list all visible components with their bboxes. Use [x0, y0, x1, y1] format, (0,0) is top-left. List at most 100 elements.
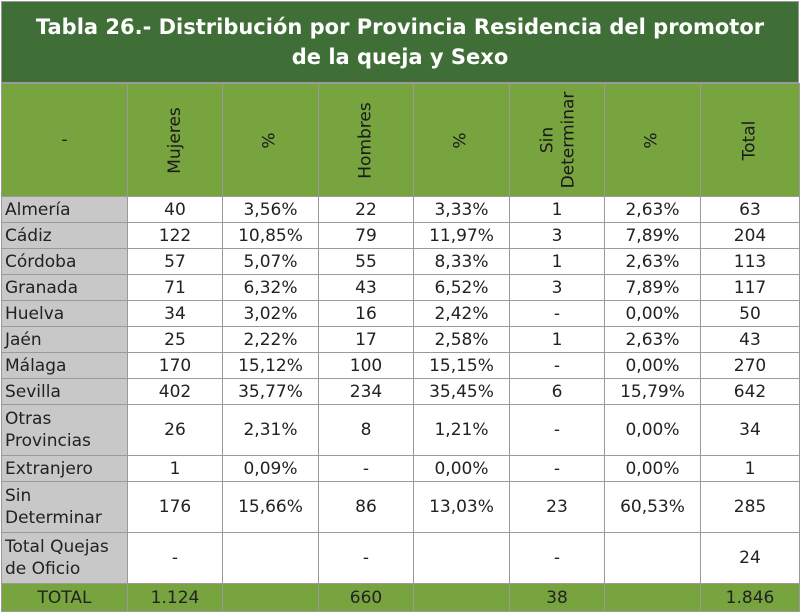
header-label: Hombres	[355, 101, 376, 179]
table-cell: 60,53%	[604, 481, 701, 533]
table-cell: 0,00%	[604, 455, 701, 482]
table-cell: 43	[318, 274, 414, 301]
table-cell: -	[318, 532, 414, 584]
table-cell: 15,79%	[604, 378, 701, 405]
header-province: -	[1, 83, 128, 197]
table-row: Cádiz 122 10,85% 79 11,97% 3 7,89% 204	[1, 222, 800, 249]
total-cell: 1.124	[127, 583, 223, 612]
total-cell: 38	[509, 583, 605, 612]
row-province-label: Jaén	[1, 326, 128, 353]
table-cell: 15,15%	[413, 352, 510, 379]
table-cell: 122	[127, 222, 223, 249]
total-row: TOTAL 1.124 660 38 1.846	[1, 583, 800, 612]
table-row: Total Quejas de Oficio - - -24	[1, 532, 800, 584]
table-title: Tabla 26.- Distribución por Provincia Re…	[1, 1, 799, 83]
header-sin-determinar-pct: %	[604, 83, 701, 197]
table-row: Sevilla 402 35,77% 234 35,45% 6 15,79% 642	[1, 378, 800, 405]
table-cell: 35,77%	[222, 378, 319, 405]
header-mujeres: Mujeres	[127, 83, 223, 197]
header-label: %	[451, 131, 471, 149]
table-cell: -	[318, 455, 414, 482]
table-cell: 0,00%	[604, 352, 701, 379]
row-province-label: Otras Provincias	[1, 404, 128, 456]
table-cell: 0,00%	[604, 300, 701, 327]
table-cell: 79	[318, 222, 414, 249]
table-cell: 6,32%	[222, 274, 319, 301]
table-cell: 15,66%	[222, 481, 319, 533]
table-cell: -	[127, 532, 223, 584]
table-cell: 26	[127, 404, 223, 456]
table-cell: 170	[127, 352, 223, 379]
table-cell	[604, 532, 701, 584]
total-label: TOTAL	[1, 583, 128, 612]
header-mujeres-pct: %	[222, 83, 319, 197]
table-cell: 25	[127, 326, 223, 353]
table-cell: 5,07%	[222, 248, 319, 275]
total-cell	[222, 583, 319, 612]
data-table: - Mujeres % Hombres % Sin Determinar % T…	[1, 83, 800, 612]
table-row: Córdoba 57 5,07% 55 8,33% 1 2,63% 113	[1, 248, 800, 275]
header-row: - Mujeres % Hombres % Sin Determinar % T…	[1, 83, 800, 197]
table-cell: 113	[700, 248, 800, 275]
table-row: Sin Determinar 176 15,66% 86 13,03% 23 60,53% 2…	[1, 481, 800, 533]
table-cell: 0,00%	[413, 455, 510, 482]
table-cell: 0,00%	[604, 404, 701, 456]
table-cell: 13,03%	[413, 481, 510, 533]
table-cell: 204	[700, 222, 800, 249]
row-province-label: Cádiz	[1, 222, 128, 249]
total-cell	[604, 583, 701, 612]
header-label: %	[260, 131, 280, 149]
row-province-label: Extranjero	[1, 455, 128, 482]
table-cell: 43	[700, 326, 800, 353]
table-cell: 642	[700, 378, 800, 405]
table-cell: 11,97%	[413, 222, 510, 249]
header-hombres: Hombres	[318, 83, 414, 197]
table-cell: 1	[509, 196, 605, 223]
table-cell: 63	[700, 196, 800, 223]
table-cell: 86	[318, 481, 414, 533]
table-cell: 3	[509, 222, 605, 249]
table-cell: 402	[127, 378, 223, 405]
table-cell: 1	[127, 455, 223, 482]
header-total: Total	[700, 83, 800, 197]
table-cell: 2,63%	[604, 326, 701, 353]
table-cell: 3,56%	[222, 196, 319, 223]
table-cell: 57	[127, 248, 223, 275]
table-cell: 3,33%	[413, 196, 510, 223]
table-row: Huelva 34 3,02% 16 2,42% -0,00% 50	[1, 300, 800, 327]
table-cell: -	[509, 404, 605, 456]
table-row: Granada 71 6,32% 43 6,52% 3 7,89% 117	[1, 274, 800, 301]
table-cell: 22	[318, 196, 414, 223]
table-cell: -	[509, 532, 605, 584]
table-cell: 285	[700, 481, 800, 533]
total-cell	[413, 583, 510, 612]
table-cell	[222, 532, 319, 584]
table-row: Extranjero 1 0,09% -0,00% -0,00% 1	[1, 455, 800, 482]
table-cell	[413, 532, 510, 584]
table-cell: 1	[509, 326, 605, 353]
table-cell: 2,63%	[604, 248, 701, 275]
table-cell: 34	[127, 300, 223, 327]
header-label: %	[642, 131, 662, 149]
table-cell: 3	[509, 274, 605, 301]
row-province-label: Granada	[1, 274, 128, 301]
table-cell: 2,31%	[222, 404, 319, 456]
table-cell: 2,58%	[413, 326, 510, 353]
table-cell: -	[509, 455, 605, 482]
row-province-label: Almería	[1, 196, 128, 223]
table-cell: 10,85%	[222, 222, 319, 249]
table-cell: 2,22%	[222, 326, 319, 353]
row-province-label: Sevilla	[1, 378, 128, 405]
table-cell: 7,89%	[604, 222, 701, 249]
table-row: Otras Provincias 26 2,31% 8 1,21% -0,00% 34	[1, 404, 800, 456]
table-cell: 40	[127, 196, 223, 223]
table-cell: 2,63%	[604, 196, 701, 223]
header-sin-determinar: Sin Determinar	[509, 83, 605, 197]
table-cell: 270	[700, 352, 800, 379]
table-cell: 55	[318, 248, 414, 275]
total-cell: 1.846	[700, 583, 800, 612]
table-cell: 17	[318, 326, 414, 353]
table-body: Almería 40 3,56% 22 3,33% 1 2,63% 63 Cádiz 122 10,…	[1, 196, 800, 612]
table-cell: -	[509, 300, 605, 327]
table-cell: 117	[700, 274, 800, 301]
